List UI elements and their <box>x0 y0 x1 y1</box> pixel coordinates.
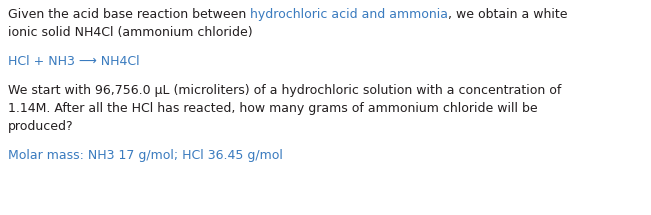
Text: produced?: produced? <box>8 120 74 133</box>
Text: , we obtain a white: , we obtain a white <box>449 8 568 21</box>
Text: Given the acid base reaction between: Given the acid base reaction between <box>8 8 250 21</box>
Text: HCl + NH3 ⟶ NH4Cl: HCl + NH3 ⟶ NH4Cl <box>8 55 139 68</box>
Text: 1.14M. After all the HCl has reacted, how many grams of ammonium chloride will b: 1.14M. After all the HCl has reacted, ho… <box>8 102 538 115</box>
Text: hydrochloric acid and ammonia: hydrochloric acid and ammonia <box>250 8 449 21</box>
Text: ionic solid NH4Cl (ammonium chloride): ionic solid NH4Cl (ammonium chloride) <box>8 26 253 39</box>
Text: We start with 96,756.0 μL (microliters) of a hydrochloric solution with a concen: We start with 96,756.0 μL (microliters) … <box>8 84 561 97</box>
Text: Molar mass: NH3 17 g/mol; HCl 36.45 g/mol: Molar mass: NH3 17 g/mol; HCl 36.45 g/mo… <box>8 149 283 162</box>
